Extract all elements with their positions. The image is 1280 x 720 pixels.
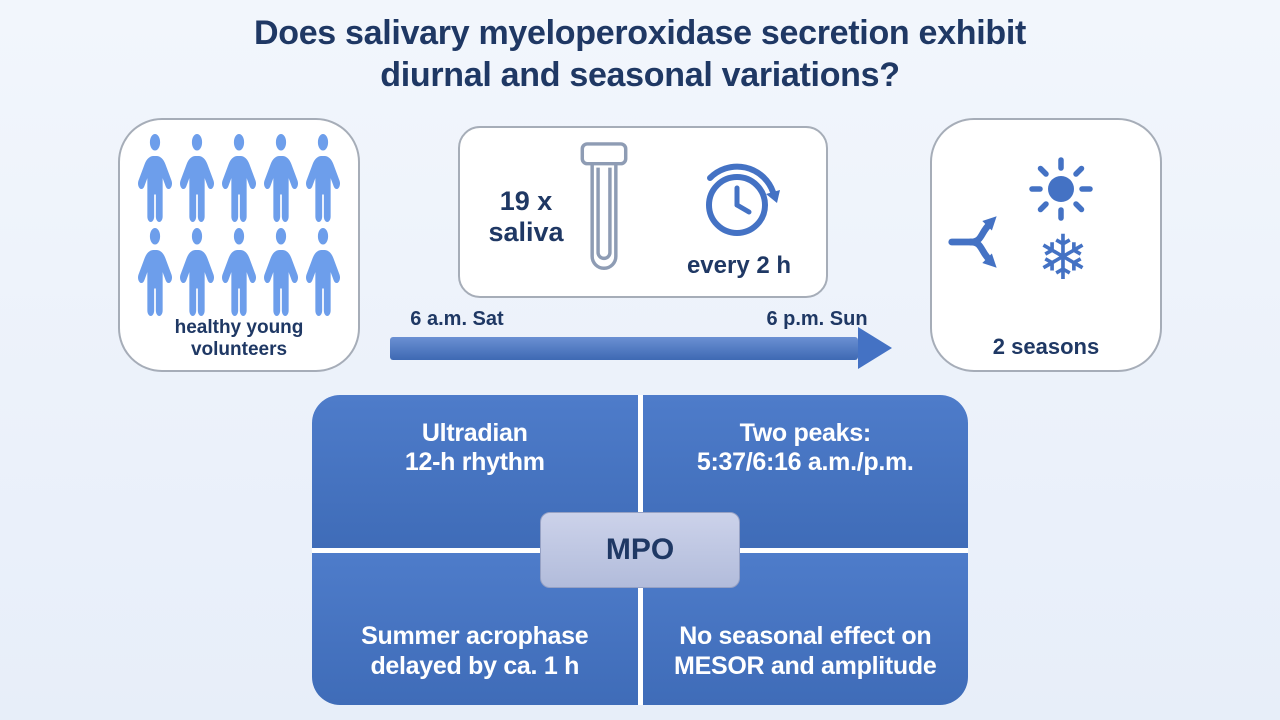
timeline-start-label: 6 a.m. Sat (410, 308, 504, 330)
title-line-1: Does salivary myeloperoxidase secretion … (253, 14, 1027, 52)
results-grid: Ultradian 12-h rhythm Two peaks: 5:37/6:… (312, 395, 968, 705)
person-icon (180, 134, 214, 222)
snowflake-icon: ❄ (1037, 224, 1089, 293)
person-icon (264, 228, 298, 316)
title-line-2: diurnal and seasonal variations? (380, 56, 900, 95)
mpo-center-box: MPO (540, 512, 740, 588)
split-arrows-icon (948, 216, 997, 268)
person-icon (306, 134, 340, 222)
page-title: Does salivary myeloperoxidase secretion … (0, 12, 1280, 96)
volunteer-grid (135, 134, 343, 316)
person-icon (222, 228, 256, 316)
person-icon (138, 228, 172, 316)
timeline-right-arrow (390, 327, 892, 369)
volunteers-panel: healthy young volunteers (118, 118, 360, 372)
seasons-panel: ❄ 2 seasons (930, 118, 1162, 372)
person-icon (306, 228, 340, 316)
interval-label: every 2 h (686, 252, 792, 279)
timeline-end-label: 6 p.m. Sun (766, 308, 868, 330)
clock-cycle-icon (706, 163, 780, 236)
sun-icon (1029, 157, 1093, 221)
person-icon (138, 134, 172, 222)
person-icon (264, 134, 298, 222)
sampling-panel: 19 x saliva every 2 h (458, 126, 828, 298)
seasons-caption: 2 seasons (992, 334, 1100, 360)
person-icon (222, 134, 256, 222)
person-icon (180, 228, 214, 316)
saliva-count-label: 19 x saliva (488, 186, 564, 248)
volunteers-caption: healthy young volunteers (174, 317, 304, 360)
test-tube-icon (580, 142, 628, 270)
